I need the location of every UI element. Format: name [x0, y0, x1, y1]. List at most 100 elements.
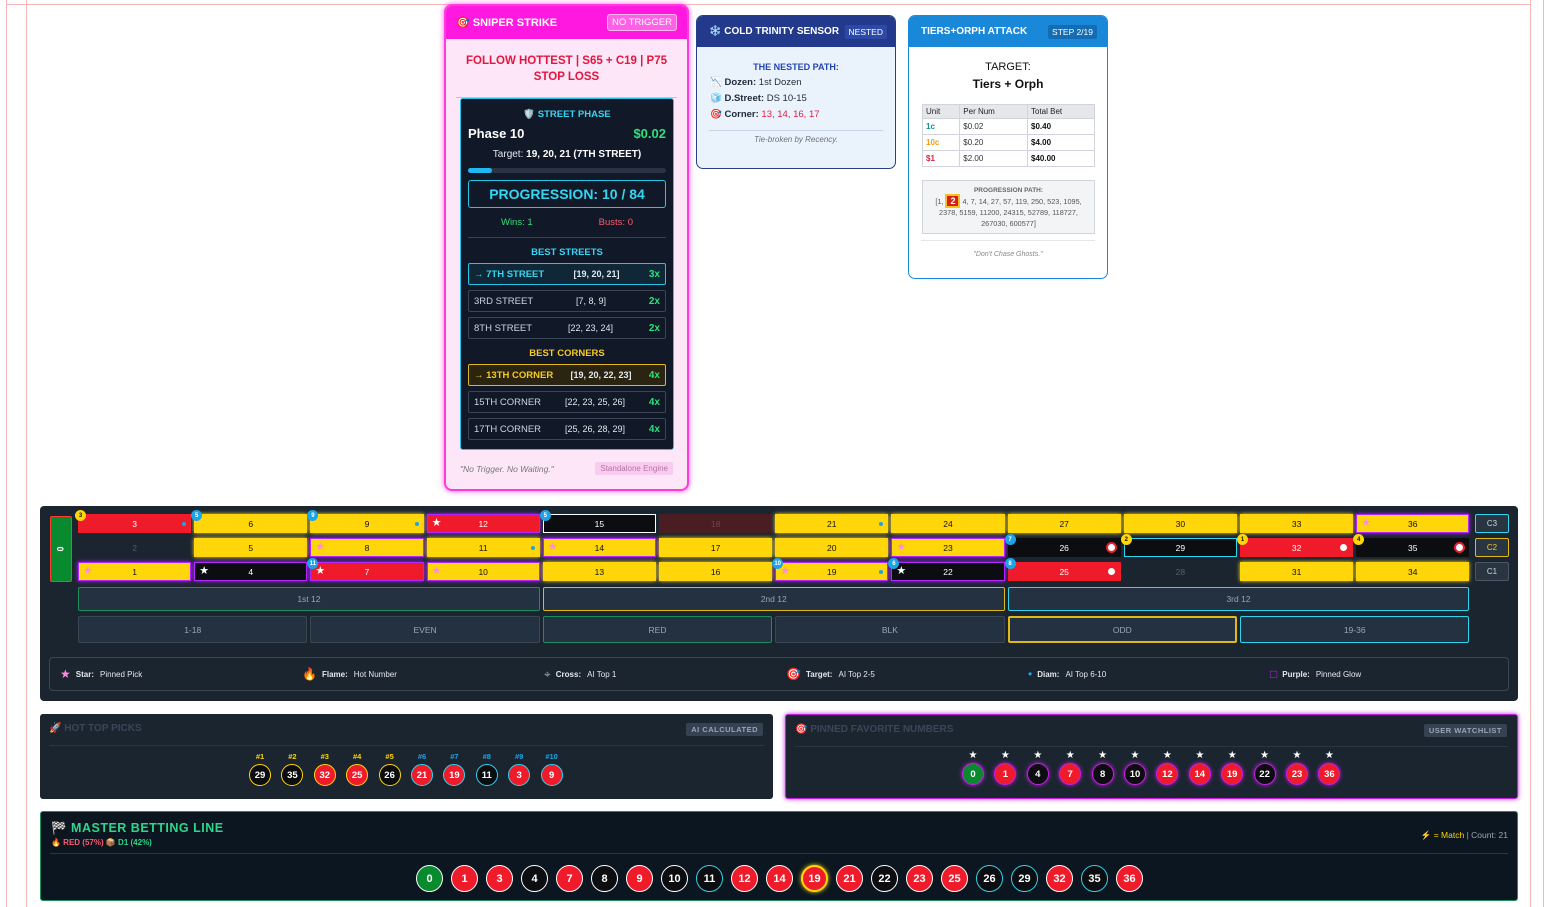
master-number-ball[interactable]: 10 [661, 865, 688, 892]
number-cell-30[interactable]: 30 [1123, 514, 1237, 533]
number-cell-13[interactable]: 13 [542, 562, 656, 581]
number-cell-25[interactable]: 25 8 [1004, 558, 1121, 581]
master-number-ball[interactable]: 7 [556, 865, 583, 892]
best-street-row[interactable]: 8TH STREET [22, 23, 24] 2x [468, 317, 666, 339]
best-corner-row[interactable]: → 13TH CORNER [19, 20, 22, 23] 4x [468, 364, 666, 386]
cold-header: ❄️ COLD TRINITY SENSOR NESTED [697, 16, 895, 47]
number-cell-8[interactable]: 8 ★ [310, 538, 424, 557]
number-cell-28[interactable]: 28 [1124, 562, 1237, 581]
master-number-ball[interactable]: 11 [696, 865, 723, 892]
column-bet-c2[interactable]: C2 [1475, 538, 1509, 557]
number-cell-24[interactable]: 24 [891, 514, 1005, 533]
number-cell-1[interactable]: 1 ★ [78, 562, 192, 581]
dozen-bet[interactable]: 1st 12 [78, 587, 540, 611]
pinned-number-ball[interactable]: 36 [1318, 763, 1341, 785]
pinned-number-ball[interactable]: 23 [1286, 763, 1308, 785]
master-number-ball[interactable]: 26 [976, 865, 1003, 892]
pinned-number-ball[interactable]: 0 [962, 763, 984, 785]
outside-bet-even[interactable]: EVEN [310, 616, 540, 643]
pinned-number-ball[interactable]: 8 [1091, 763, 1114, 785]
hot-number-ball[interactable]: 11 [475, 764, 498, 786]
number-cell-34[interactable]: 34 [1356, 562, 1470, 581]
number-cell-17[interactable]: 17 [659, 538, 773, 557]
number-cell-16[interactable]: 16 [659, 562, 773, 581]
hot-number-ball[interactable]: 3 [508, 764, 531, 786]
dozen-bet[interactable]: 2nd 12 [542, 587, 1005, 611]
number-cell-29[interactable]: 29 2 [1120, 534, 1237, 557]
column-bet-c3[interactable]: C3 [1475, 514, 1509, 533]
master-number-ball[interactable]: 0 [416, 865, 443, 892]
column-bet-c1[interactable]: C1 [1475, 562, 1509, 581]
master-number-ball[interactable]: 3 [486, 865, 513, 892]
number-cell-2[interactable]: 2 [78, 538, 191, 557]
number-cell-10[interactable]: 10 ★ [426, 562, 540, 581]
pinned-number-ball[interactable]: 12 [1156, 763, 1179, 785]
hot-number-ball[interactable]: 32 [313, 764, 336, 786]
hot-number-ball[interactable]: 9 [540, 764, 563, 786]
number-cell-26[interactable]: 26 7 [1004, 534, 1121, 557]
number-cell-33[interactable]: 33 [1240, 514, 1354, 533]
master-number-ball[interactable]: 36 [1116, 865, 1143, 892]
master-number-ball[interactable]: 23 [906, 865, 933, 892]
number-cell-12[interactable]: 12 ★ [426, 514, 540, 533]
number-cell-7[interactable]: 7 ★ 11 [307, 558, 424, 581]
number-cell-20[interactable]: 20 [775, 538, 889, 557]
master-number-ball[interactable]: 9 [626, 865, 653, 892]
outside-bet-blk[interactable]: BLK [775, 616, 1005, 643]
outside-bet-red[interactable]: RED [542, 616, 773, 643]
number-cell-15[interactable]: 15 5 [539, 510, 656, 533]
dozen-bet[interactable]: 3rd 12 [1007, 587, 1470, 611]
hot-number-ball[interactable]: 35 [281, 764, 304, 786]
number-cell-21[interactable]: 21 [775, 514, 889, 533]
number-cell-11[interactable]: 11 [426, 538, 540, 557]
number-cell-22[interactable]: 22 ★ 6 [888, 558, 1005, 581]
hot-number-ball[interactable]: 19 [443, 764, 466, 786]
pinned-number-ball[interactable]: 7 [1059, 763, 1082, 785]
master-number-ball[interactable]: 25 [941, 865, 968, 892]
number-cell-23[interactable]: 23 ★ [891, 538, 1005, 557]
master-number-ball[interactable]: 21 [836, 865, 863, 892]
hot-number-ball[interactable]: 21 [411, 764, 433, 786]
zero-cell[interactable]: 0 [50, 516, 72, 582]
master-number-ball[interactable]: 32 [1046, 865, 1073, 892]
number-cell-27[interactable]: 27 [1007, 514, 1121, 533]
best-street-row[interactable]: 3RD STREET [7, 8, 9] 2x [468, 290, 666, 312]
master-number-ball[interactable]: 35 [1081, 865, 1108, 892]
master-number-ball[interactable]: 1 [451, 865, 478, 892]
number-cell-31[interactable]: 31 [1240, 562, 1354, 581]
best-corner-row[interactable]: 17TH CORNER [25, 26, 28, 29] 4x [468, 418, 666, 440]
outside-bet-19-36[interactable]: 19-36 [1240, 616, 1470, 643]
pinned-number-ball[interactable]: 1 [994, 763, 1017, 785]
number-cell-18[interactable]: 18 [659, 514, 773, 533]
number-cell-5[interactable]: 5 [194, 538, 308, 557]
number-cell-4[interactable]: 4 ★ [194, 562, 308, 581]
number-cell-36[interactable]: 36 ★ [1356, 514, 1470, 533]
master-number-ball[interactable]: 19 [801, 865, 828, 892]
outside-bet-1-18[interactable]: 1-18 [78, 616, 308, 643]
number-cell-32[interactable]: 32 1 [1237, 534, 1354, 557]
best-street-row[interactable]: → 7TH STREET [19, 20, 21] 3x [468, 263, 666, 285]
number-cell-14[interactable]: 14 ★ [542, 538, 656, 557]
pinned-number-ball[interactable]: 14 [1188, 763, 1211, 785]
pinned-number-ball[interactable]: 10 [1124, 763, 1146, 785]
pinned-number-ball[interactable]: 4 [1026, 763, 1049, 785]
best-corner-row[interactable]: 15TH CORNER [22, 23, 25, 26] 4x [468, 391, 666, 413]
pinned-number-ball[interactable]: 22 [1253, 763, 1276, 785]
hot-number-ball[interactable]: 25 [346, 764, 369, 786]
unit-cell: 10c [921, 134, 961, 151]
master-number-ball[interactable]: 29 [1011, 865, 1038, 892]
number-cell-35[interactable]: 35 4 [1353, 534, 1470, 557]
master-number-ball[interactable]: 14 [766, 865, 793, 892]
master-number-ball[interactable]: 8 [591, 865, 618, 892]
pinned-number-ball[interactable]: 19 [1221, 763, 1244, 785]
hot-number-ball[interactable]: 26 [378, 764, 401, 786]
master-number-ball[interactable]: 12 [731, 865, 758, 892]
number-cell-19[interactable]: 19 ★ 10 [772, 558, 889, 581]
master-number-ball[interactable]: 4 [521, 865, 548, 892]
hot-number-ball[interactable]: 29 [249, 764, 271, 786]
master-number-ball[interactable]: 22 [871, 865, 898, 892]
outside-bet-odd[interactable]: ODD [1007, 616, 1237, 643]
